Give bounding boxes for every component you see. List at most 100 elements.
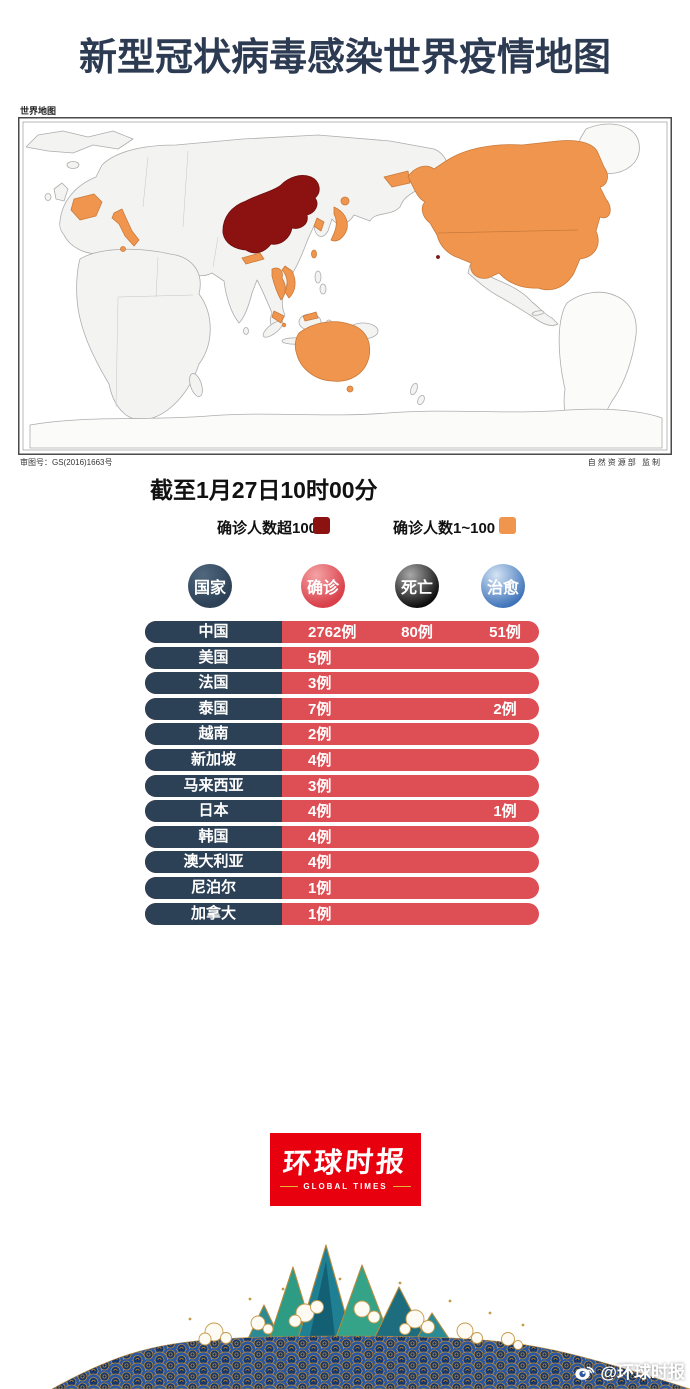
land-antarctica xyxy=(29,408,663,449)
header-country: 国家 xyxy=(188,564,232,608)
header-cured: 治愈 xyxy=(481,564,525,608)
country-australia xyxy=(294,321,371,382)
confirmed-value: 1例 xyxy=(308,905,332,923)
country-cell: 韩国 xyxy=(145,825,282,848)
wave-field xyxy=(51,1335,690,1389)
foam-dots xyxy=(188,1277,525,1327)
country-taiwan xyxy=(311,249,317,259)
confirmed-value: 1例 xyxy=(308,879,332,897)
weibo-icon xyxy=(575,1366,595,1380)
confirmed-value: 7例 xyxy=(308,700,332,718)
map-approval-number: 审图号：GS(2016)1663号 xyxy=(20,458,113,467)
country-east-malaysia xyxy=(302,311,319,322)
country-japan xyxy=(330,206,348,242)
header-confirmed: 确诊 xyxy=(301,564,345,608)
land-cuba xyxy=(531,310,545,316)
country-singapore xyxy=(281,322,287,328)
country-cell: 马来西亚 xyxy=(145,774,282,797)
foam-swirls xyxy=(198,1300,523,1350)
confirmed-value: 3例 xyxy=(308,675,332,693)
map-title-label: 世界地图 xyxy=(20,106,57,116)
logo-rule-right xyxy=(392,1185,411,1187)
header-deaths: 死亡 xyxy=(395,564,439,608)
table-row: 2例 越南 xyxy=(145,723,539,746)
land-philippines-2 xyxy=(319,283,327,295)
table-row: 4例 澳大利亚 xyxy=(145,851,539,874)
land-srilanka xyxy=(243,327,249,335)
confirmed-value: 4例 xyxy=(308,828,332,846)
data-table: 2762例 80例 51例 中国 5例 美国 3例 法国 7例 2例 泰国 2例 越南… xyxy=(145,621,539,928)
country-cell: 尼泊尔 xyxy=(145,876,282,899)
table-row: 3例 法国 xyxy=(145,672,539,695)
legend-1to100-label: 确诊人数1~100 xyxy=(393,520,496,537)
country-cell: 澳大利亚 xyxy=(145,851,282,874)
land-philippines-1 xyxy=(314,270,322,284)
mountains xyxy=(245,1244,453,1346)
country-malaysia xyxy=(271,310,285,324)
wave-mountain-artwork xyxy=(51,1244,690,1389)
table-row: 5例 美国 xyxy=(145,646,539,669)
land-arctic-fragment xyxy=(25,130,134,154)
country-north-america xyxy=(383,170,411,188)
logo-chinese-name: 环球时报 xyxy=(282,1145,410,1179)
table-row: 7例 2例 泰国 xyxy=(145,697,539,720)
countries-over-100 xyxy=(222,175,440,259)
land-madagascar xyxy=(189,373,203,397)
map-frame-inner xyxy=(22,121,668,451)
table-row: 4例 韩国 xyxy=(145,825,539,848)
confirmed-value: 4例 xyxy=(308,751,332,769)
country-cell: 泰国 xyxy=(145,697,282,720)
global-times-logo: 环球时报 GLOBAL TIMES xyxy=(270,1133,421,1206)
cured-value: 51例 xyxy=(489,624,521,641)
land-nz-north xyxy=(410,382,418,396)
table-row: 4例 新加坡 xyxy=(145,748,539,771)
table-row: 2762例 80例 51例 中国 xyxy=(145,621,539,643)
country-cell: 新加坡 xyxy=(145,748,282,771)
country-sicily xyxy=(120,246,126,252)
country-cell: 加拿大 xyxy=(145,902,282,925)
confirmed-value: 5例 xyxy=(308,649,332,667)
country-borders xyxy=(115,150,219,408)
country-south-korea xyxy=(313,217,325,232)
land-ireland xyxy=(44,193,52,201)
table-row: 3例 马来西亚 xyxy=(145,774,539,797)
confirmed-value: 2例 xyxy=(308,726,332,744)
page-title: 新型冠状病毒感染世界疫情地图 xyxy=(78,37,611,79)
confirmed-value: 4例 xyxy=(308,803,332,821)
country-canada-usa xyxy=(407,140,611,291)
table-row: 1例 加拿大 xyxy=(145,902,539,925)
country-cell: 法国 xyxy=(145,672,282,695)
marker-hawaii xyxy=(436,255,440,259)
confirmed-value: 2762例 xyxy=(308,624,357,641)
country-italy xyxy=(111,208,140,247)
country-vietnam xyxy=(281,265,296,299)
cured-value: 2例 xyxy=(493,700,517,718)
country-france xyxy=(70,193,103,221)
world-map-panel: 世界地图 xyxy=(18,106,672,467)
country-cell: 美国 xyxy=(145,646,282,669)
legend-1to100-swatch xyxy=(499,517,516,534)
map-credit: 自然资源部 监制 xyxy=(587,458,662,467)
land-sumatra xyxy=(262,320,284,338)
country-nepal xyxy=(241,252,265,265)
deaths-value: 80例 xyxy=(401,624,433,641)
logo-rule-left xyxy=(280,1185,299,1187)
country-japan-hokkaido xyxy=(340,196,350,206)
land-nz-south xyxy=(417,394,425,406)
legend-over100-label: 确诊人数超100 xyxy=(217,520,318,537)
border-canada-usa xyxy=(437,229,579,234)
watermark-text: @环球时报 xyxy=(600,1363,685,1382)
map-frame-outer xyxy=(18,117,672,455)
country-cell: 中国 xyxy=(145,621,282,643)
confirmed-value: 4例 xyxy=(308,854,332,872)
country-cell: 越南 xyxy=(145,723,282,746)
timestamp: 截至1月27日10时00分 xyxy=(150,477,378,503)
table-row: 1例 尼泊尔 xyxy=(145,876,539,899)
table-row: 4例 1例 日本 xyxy=(145,800,539,823)
land-iceland xyxy=(66,161,80,169)
country-china xyxy=(222,175,320,254)
logo-english-name: GLOBAL TIMES xyxy=(303,1181,388,1191)
confirmed-value: 3例 xyxy=(308,777,332,795)
cured-value: 1例 xyxy=(493,803,517,821)
